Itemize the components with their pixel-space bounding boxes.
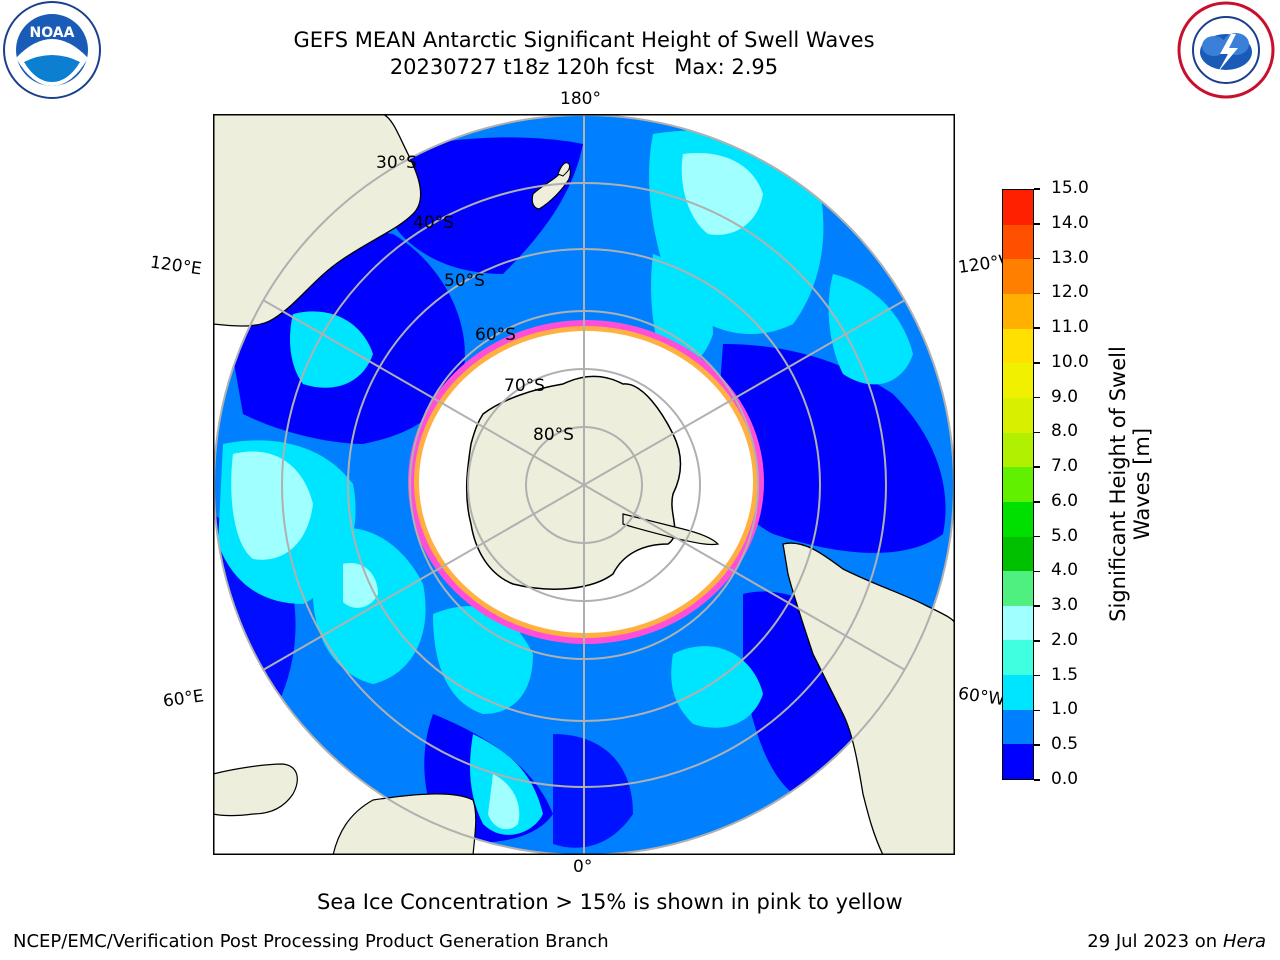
- colorbar-segment: [1003, 605, 1033, 641]
- colorbar-segment: [1003, 294, 1033, 329]
- colorbar-segment: [1003, 432, 1033, 468]
- title-line-2: 20230727 t18z 120h fcst Max: 2.95: [389, 55, 779, 79]
- lat-label-70s: 70°S: [504, 376, 545, 396]
- lon-label-120e: 120°E: [148, 252, 203, 280]
- colorbar-tick-label: 0.5: [1051, 734, 1079, 755]
- lat-label-80s: 80°S: [533, 425, 574, 445]
- colorbar-tick-mark: [1034, 744, 1040, 746]
- colorbar-label-text: Significant Height of Swell Waves [m]: [1106, 346, 1154, 622]
- colorbar-tick-label: 0.0: [1051, 769, 1079, 789]
- footer-branch: NCEP/EMC/Verification Post Processing Pr…: [13, 931, 609, 952]
- colorbar-tick-label: 7.0: [1051, 456, 1079, 477]
- latitude-labels: 30°S 40°S 50°S 60°S 70°S 80°S: [376, 153, 574, 445]
- colorbar-tick-label: 15.0: [1051, 178, 1089, 198]
- colorbar-tick-label: 2.0: [1051, 629, 1079, 650]
- madagascar-landmass: [332, 793, 477, 855]
- map-frame: [213, 114, 955, 855]
- colorbar-tick-label: 1.5: [1051, 664, 1079, 685]
- colorbar-segment: [1003, 224, 1033, 260]
- noaa-logo-text: NOAA: [30, 25, 75, 41]
- colorbar-tick-mark: [1034, 779, 1040, 781]
- colorbar-tick-label: 14.0: [1051, 212, 1089, 233]
- colorbar-segment: [1003, 467, 1033, 502]
- colorbar-tick-mark: [1034, 709, 1040, 712]
- colorbar-tick-mark: [1034, 431, 1040, 434]
- colorbar-tick-label: 3.0: [1051, 595, 1079, 616]
- colorbar-ticks: 0.0 0.5 1.0 1.5 2.0 3.0 4.0 5.0 6.0 7.0 8.0 9.0 10.0…: [1034, 178, 1094, 789]
- colorbar-tick-label: 12.0: [1051, 282, 1089, 303]
- new-zealand-landmass: [531, 165, 572, 210]
- antarctica-landmass: [465, 375, 682, 590]
- colorbar-tick-mark: [1034, 327, 1040, 329]
- australia-landmass: [213, 114, 422, 327]
- colorbar-tick-mark: [1034, 640, 1040, 642]
- lon-label-180: 180°: [560, 89, 601, 109]
- colorbar-tick-mark: [1034, 466, 1040, 468]
- colorbar-segment: [1003, 744, 1033, 779]
- colorbar-tick-mark: [1034, 674, 1040, 677]
- colorbar-segment: [1003, 397, 1033, 433]
- new-zealand-north: [557, 162, 570, 177]
- colorbar-tick-mark: [1034, 292, 1040, 295]
- footer-date-text: 29 Jul 2023 on: [1087, 931, 1223, 952]
- colorbar-tick-mark: [1034, 535, 1040, 538]
- colorbar-tick-label: 4.0: [1051, 560, 1079, 581]
- colorbar-tick-mark: [1034, 188, 1040, 190]
- lon-label-60w: 60°W: [956, 683, 1007, 711]
- colorbar-segment: [1003, 640, 1033, 676]
- lat-label-30s: 30°S: [376, 153, 417, 173]
- colorbar-segment: [1003, 190, 1033, 225]
- colorbar-segment: [1003, 571, 1033, 606]
- south-america-landmass: [782, 542, 955, 855]
- noaa-logo: NOAA: [2, 0, 102, 100]
- lat-label-40s: 40°S: [413, 213, 454, 233]
- colorbar-tick-label: 6.0: [1051, 490, 1079, 511]
- colorbar-tick-mark: [1034, 570, 1040, 573]
- africa-landmass: [213, 763, 298, 817]
- colorbar-tick-label: 10.0: [1051, 351, 1089, 372]
- sea-ice-note: Sea Ice Concentration > 15% is shown in …: [317, 890, 903, 914]
- lon-label-60e: 60°E: [161, 686, 206, 712]
- colorbar-tick-mark: [1034, 501, 1040, 503]
- colorbar-tick-mark: [1034, 257, 1040, 260]
- colorbar-segment: [1003, 363, 1033, 398]
- lon-label-0: 0°: [573, 857, 593, 877]
- colorbar-tick-label: 8.0: [1051, 421, 1079, 442]
- colorbar-tick-label: 9.0: [1051, 386, 1079, 407]
- colorbar-segment: [1003, 675, 1033, 710]
- graticule: [213, 114, 955, 855]
- lat-label-50s: 50°S: [444, 271, 485, 291]
- colorbar-tick-label: 5.0: [1051, 525, 1079, 546]
- footer-machine: Hera: [1222, 931, 1266, 952]
- lat-label-60s: 60°S: [475, 325, 516, 345]
- nws-logo: [1176, 0, 1280, 100]
- polar-map: 30°S 40°S 50°S 60°S 70°S 80°S: [213, 114, 955, 855]
- colorbar: [1002, 189, 1034, 780]
- colorbar-segment: [1003, 328, 1033, 364]
- colorbar-segment: [1003, 709, 1033, 745]
- colorbar-segment: [1003, 259, 1033, 295]
- colorbar-segment: [1003, 536, 1033, 572]
- colorbar-tick-label: 1.0: [1051, 699, 1079, 720]
- colorbar-tick-mark: [1034, 223, 1040, 225]
- colorbar-tick-mark: [1034, 362, 1040, 364]
- title-line-1: GEFS MEAN Antarctic Significant Height o…: [293, 28, 875, 52]
- footer-date: 29 Jul 2023 on Hera: [1087, 931, 1266, 952]
- colorbar-tick-mark: [1034, 605, 1040, 607]
- colorbar-tick-label: 11.0: [1051, 317, 1089, 338]
- colorbar-tick-mark: [1034, 396, 1040, 399]
- colorbar-tick-label: 13.0: [1051, 247, 1089, 268]
- colorbar-segment: [1003, 501, 1033, 537]
